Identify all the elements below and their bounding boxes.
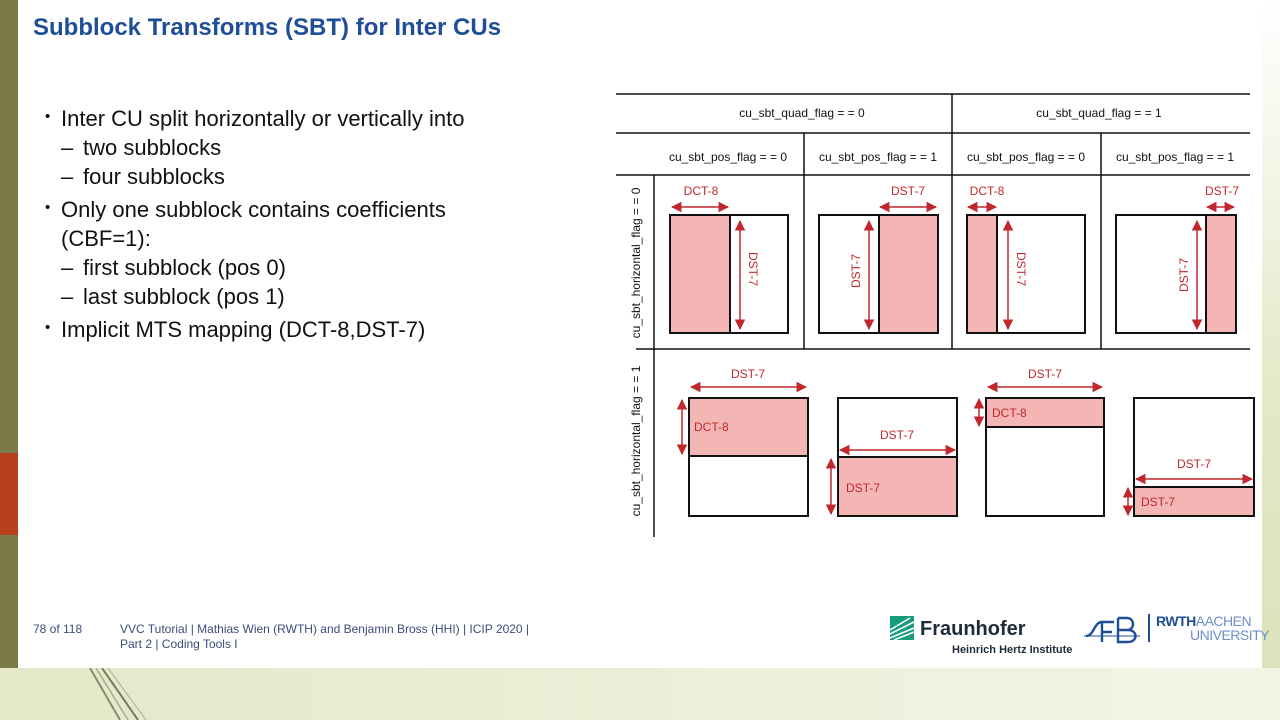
cu-block [669, 214, 789, 334]
dst7-label: DST-7 [891, 184, 925, 198]
dst7-label: DST-7 [1141, 495, 1175, 509]
footer-line: Part 2 | Coding Tools I [120, 637, 238, 651]
bullet-item: Implicit MTS mapping (DCT-8,DST-7) [43, 313, 563, 344]
coded-subblock [1134, 487, 1254, 516]
dct8-label: DCT-8 [684, 184, 719, 198]
dst7-label: DST-7 [849, 254, 863, 288]
dst7-label: DST-7 [1014, 252, 1028, 286]
cu-block [688, 397, 809, 517]
cu-block [1115, 214, 1237, 334]
coded-subblock [967, 215, 997, 333]
sub-bullet-item: – first subblock (pos 0) [61, 255, 286, 280]
sbt-diagram: cu_sbt_quad_flag = = 0 cu_sbt_quad_flag … [616, 85, 1256, 545]
bullet-list: Inter CU split horizontally or verticall… [43, 102, 563, 344]
coded-subblock [879, 215, 938, 333]
sub-bullet-item: – last subblock (pos 1) [61, 284, 285, 309]
pos-header: cu_sbt_pos_flag = = 0 [669, 150, 787, 164]
left-decor-bar [0, 0, 18, 668]
coded-subblock [670, 215, 730, 333]
pos-header: cu_sbt_pos_flag = = 1 [819, 150, 937, 164]
left-accent-bar [0, 453, 18, 535]
dct8-label: DCT-8 [694, 420, 729, 434]
footer-line: VVC Tutorial | Mathias Wien (RWTH) and B… [120, 622, 530, 636]
fraunhofer-mark-icon [890, 616, 914, 640]
dct8-label: DCT-8 [970, 184, 1005, 198]
cu-block [985, 397, 1105, 517]
dst7-label: DST-7 [746, 252, 760, 286]
dst7-label: DST-7 [1177, 457, 1211, 471]
page-number: 78 of 118 [33, 622, 83, 636]
background-bottom [0, 668, 1280, 720]
cu-block [1133, 397, 1255, 517]
dct8-label: DCT-8 [992, 406, 1027, 420]
fraunhofer-logo: Fraunhofer Heinrich Hertz Institute [890, 614, 1080, 660]
decor-swoosh [89, 668, 147, 720]
quad-header: cu_sbt_quad_flag = = 1 [1036, 106, 1162, 120]
cu-block [818, 214, 939, 334]
bullet-item: Only one subblock contains coefficients(… [43, 193, 563, 253]
cu-block [837, 397, 958, 517]
dst7-label: DST-7 [731, 367, 765, 381]
table-grid [616, 93, 1250, 537]
lfb-logo-icon [1084, 616, 1140, 644]
quad-header: cu_sbt_quad_flag = = 0 [739, 106, 865, 120]
row-header: cu_sbt_horizontal_flag = = 1 [629, 365, 643, 516]
dst7-label: DST-7 [1205, 184, 1239, 198]
cu-block [966, 214, 1086, 334]
slide: Subblock Transforms (SBT) for Inter CUs … [18, 0, 1270, 668]
footer-text: VVC Tutorial | Mathias Wien (RWTH) and B… [120, 622, 529, 652]
slide-title: Subblock Transforms (SBT) for Inter CUs [33, 14, 502, 41]
sub-bullet-item: – two subblocks [61, 135, 222, 160]
coded-subblock [1206, 215, 1236, 333]
sub-bullet-item: – four subblocks [61, 164, 225, 189]
row-header: cu_sbt_horizontal_flag = = 0 [629, 187, 643, 338]
pos-header: cu_sbt_pos_flag = = 1 [1116, 150, 1234, 164]
coded-subblock [838, 457, 957, 516]
coded-subblock [986, 398, 1104, 427]
logo-separator [1148, 614, 1150, 642]
coded-subblock [689, 398, 808, 456]
rwth-logo: RWTHAACHEN UNIVERSITY [1156, 613, 1270, 643]
background-edge [1262, 0, 1280, 668]
dst7-label: DST-7 [1177, 258, 1191, 292]
pos-header: cu_sbt_pos_flag = = 0 [967, 150, 1085, 164]
bullet-item: Inter CU split horizontally or verticall… [43, 102, 563, 133]
dst7-label: DST-7 [846, 481, 880, 495]
dst7-label: DST-7 [1028, 367, 1062, 381]
dst7-label: DST-7 [880, 428, 914, 442]
